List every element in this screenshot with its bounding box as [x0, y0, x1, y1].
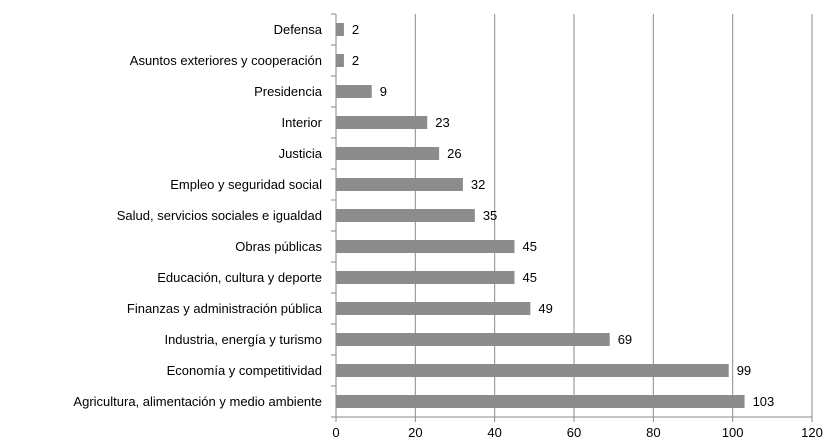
data-label-justicia: 26	[447, 146, 461, 161]
x-tick-label-60: 60	[567, 425, 581, 440]
data-label-salud-servicios-sociales-e-igualdad: 35	[483, 208, 497, 223]
category-label-obras-publicas: Obras públicas	[235, 239, 322, 254]
bar-obras-publicas	[336, 240, 515, 253]
data-label-interior: 23	[435, 115, 449, 130]
category-label-justicia: Justicia	[279, 146, 323, 161]
x-tick-label-100: 100	[722, 425, 744, 440]
gridlines	[414, 14, 813, 417]
data-label-industria-energia-y-turismo: 69	[618, 332, 632, 347]
x-tick-label-0: 0	[332, 425, 339, 440]
bar-defensa	[336, 23, 344, 36]
bar-industria-energia-y-turismo	[336, 333, 610, 346]
category-label-asuntos-exteriores-y-cooperacion: Asuntos exteriores y cooperación	[130, 53, 322, 68]
category-label-interior: Interior	[282, 115, 323, 130]
category-label-defensa: Defensa	[274, 22, 323, 37]
bar-educacion-cultura-y-deporte	[336, 271, 515, 284]
data-label-agricultura-alimentacion-y-medio-ambiente: 103	[753, 394, 775, 409]
x-tick-labels: 0 20 40 60 80 100 120	[332, 425, 822, 440]
bar-agricultura-alimentacion-y-medio-ambiente	[336, 395, 745, 408]
bar-economia-y-competitividad	[336, 364, 729, 377]
data-label-empleo-y-seguridad-social: 32	[471, 177, 485, 192]
x-tick-label-40: 40	[487, 425, 501, 440]
category-label-educacion-cultura-y-deporte: Educación, cultura y deporte	[157, 270, 322, 285]
category-labels: Defensa Asuntos exteriores y cooperación P…	[73, 22, 322, 409]
data-label-finanzas-y-administracion-publica: 49	[538, 301, 552, 316]
category-label-economia-y-competitividad: Economía y competitividad	[167, 363, 322, 378]
category-label-salud-servicios-sociales-e-igualdad: Salud, servicios sociales e igualdad	[117, 208, 322, 223]
x-tick-label-20: 20	[408, 425, 422, 440]
bars	[336, 23, 745, 408]
data-label-obras-publicas: 45	[523, 239, 537, 254]
data-label-defensa: 2	[352, 22, 359, 37]
category-label-finanzas-y-administracion-publica: Finanzas y administración pública	[127, 301, 323, 316]
category-label-empleo-y-seguridad-social: Empleo y seguridad social	[170, 177, 322, 192]
bar-empleo-y-seguridad-social	[336, 178, 463, 191]
category-label-agricultura-alimentacion-y-medio-ambiente: Agricultura, alimentación y medio ambien…	[73, 394, 322, 409]
x-tick-label-120: 120	[801, 425, 823, 440]
bar-finanzas-y-administracion-publica	[336, 302, 531, 315]
axes	[331, 13, 813, 422]
x-tick-label-80: 80	[646, 425, 660, 440]
bar-asuntos-exteriores-y-cooperacion	[336, 54, 344, 67]
data-label-asuntos-exteriores-y-cooperacion: 2	[352, 53, 359, 68]
bar-justicia	[336, 147, 440, 160]
data-label-educacion-cultura-y-deporte: 45	[523, 270, 537, 285]
category-label-industria-energia-y-turismo: Industria, energía y turismo	[164, 332, 322, 347]
data-label-economia-y-competitividad: 99	[737, 363, 751, 378]
category-label-presidencia: Presidencia	[254, 84, 323, 99]
data-label-presidencia: 9	[380, 84, 387, 99]
bar-salud-servicios-sociales-e-igualdad	[336, 209, 475, 222]
bar-interior	[336, 116, 428, 129]
bar-presidencia	[336, 85, 372, 98]
data-labels: 2 2 9 23 26 32 35 45 45 49 69 99 103	[352, 22, 774, 409]
